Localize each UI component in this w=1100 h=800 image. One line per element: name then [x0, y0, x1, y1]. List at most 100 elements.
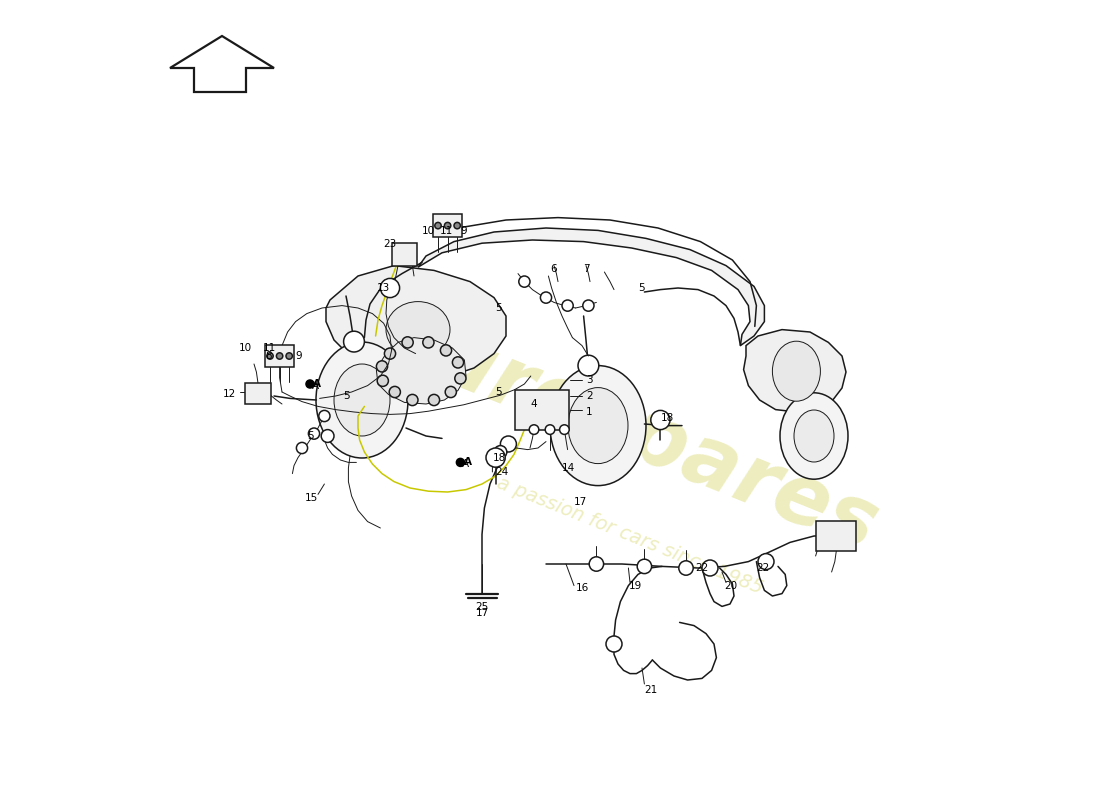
Text: 17: 17 [574, 498, 587, 507]
Circle shape [407, 394, 418, 406]
Bar [265, 345, 294, 367]
Circle shape [583, 300, 594, 311]
Circle shape [540, 292, 551, 303]
Text: 11: 11 [439, 226, 452, 235]
Circle shape [422, 337, 435, 348]
Text: a passion for cars since 1985: a passion for cars since 1985 [494, 474, 766, 598]
Ellipse shape [794, 410, 834, 462]
Circle shape [321, 430, 334, 442]
Text: 18: 18 [660, 413, 673, 422]
Text: 24: 24 [495, 467, 508, 477]
Ellipse shape [772, 341, 821, 402]
Circle shape [434, 222, 441, 229]
Ellipse shape [386, 302, 450, 358]
Text: 1: 1 [586, 407, 593, 417]
Circle shape [637, 559, 651, 574]
Text: 5: 5 [307, 431, 314, 441]
Circle shape [529, 425, 539, 434]
Circle shape [500, 436, 516, 452]
Text: 13: 13 [376, 283, 390, 293]
Circle shape [651, 410, 670, 430]
Text: 17: 17 [475, 608, 488, 618]
Text: 5: 5 [638, 283, 645, 293]
Polygon shape [326, 266, 506, 378]
Text: 2: 2 [586, 391, 593, 401]
Circle shape [428, 394, 440, 406]
Text: 16: 16 [575, 583, 589, 593]
Circle shape [606, 636, 621, 652]
Circle shape [578, 355, 598, 376]
Text: 9: 9 [296, 351, 303, 361]
Bar [816, 521, 857, 551]
Text: 8: 8 [265, 351, 272, 361]
Bar [515, 390, 569, 430]
Polygon shape [744, 330, 846, 412]
Text: 6: 6 [551, 264, 558, 274]
Text: 9: 9 [460, 226, 466, 235]
Text: 25: 25 [475, 602, 488, 611]
Ellipse shape [780, 393, 848, 479]
Circle shape [440, 345, 452, 356]
Circle shape [381, 278, 399, 298]
Circle shape [562, 300, 573, 311]
Circle shape [444, 222, 451, 229]
Text: 10: 10 [240, 343, 252, 353]
Text: 19: 19 [628, 581, 641, 590]
Text: 5: 5 [343, 391, 350, 401]
Ellipse shape [334, 364, 390, 436]
Bar [392, 243, 417, 266]
Polygon shape [376, 338, 466, 404]
Circle shape [286, 353, 293, 359]
Text: 10: 10 [421, 226, 434, 235]
Text: 18: 18 [493, 453, 506, 462]
Text: eurospares: eurospares [371, 296, 890, 568]
Bar [433, 214, 462, 237]
Ellipse shape [550, 366, 646, 486]
Circle shape [389, 386, 400, 398]
Text: 20: 20 [725, 581, 737, 590]
Circle shape [456, 458, 464, 466]
Circle shape [590, 557, 604, 571]
Polygon shape [170, 36, 274, 92]
Circle shape [343, 331, 364, 352]
Circle shape [454, 222, 461, 229]
Circle shape [758, 554, 774, 570]
Text: 14: 14 [562, 463, 575, 473]
Text: 3: 3 [586, 375, 593, 385]
Text: A: A [314, 379, 321, 389]
Circle shape [306, 380, 313, 388]
Text: 22: 22 [757, 563, 770, 573]
Circle shape [452, 357, 463, 368]
Text: 11: 11 [263, 343, 276, 353]
Circle shape [679, 561, 693, 575]
Circle shape [494, 446, 507, 458]
Circle shape [377, 375, 388, 386]
Text: 23: 23 [383, 239, 396, 249]
Ellipse shape [568, 387, 628, 463]
Text: 7: 7 [583, 264, 590, 274]
Polygon shape [418, 228, 764, 346]
Text: 22: 22 [695, 563, 708, 573]
Circle shape [402, 337, 414, 348]
Circle shape [384, 348, 396, 359]
Circle shape [276, 353, 283, 359]
Circle shape [546, 425, 554, 434]
Circle shape [319, 410, 330, 422]
Text: A: A [463, 458, 472, 467]
Circle shape [296, 442, 308, 454]
Bar [245, 383, 271, 404]
Circle shape [376, 361, 387, 372]
Circle shape [519, 276, 530, 287]
Text: 5: 5 [496, 387, 503, 397]
Text: 5: 5 [495, 303, 502, 313]
Text: A: A [311, 381, 319, 390]
Circle shape [702, 560, 718, 576]
Circle shape [486, 448, 505, 467]
Circle shape [454, 373, 466, 384]
Text: 12: 12 [223, 389, 236, 398]
Text: 4: 4 [530, 399, 537, 409]
Text: 15: 15 [305, 493, 318, 502]
Circle shape [446, 386, 456, 398]
Circle shape [308, 428, 320, 439]
Text: 21: 21 [645, 685, 658, 694]
